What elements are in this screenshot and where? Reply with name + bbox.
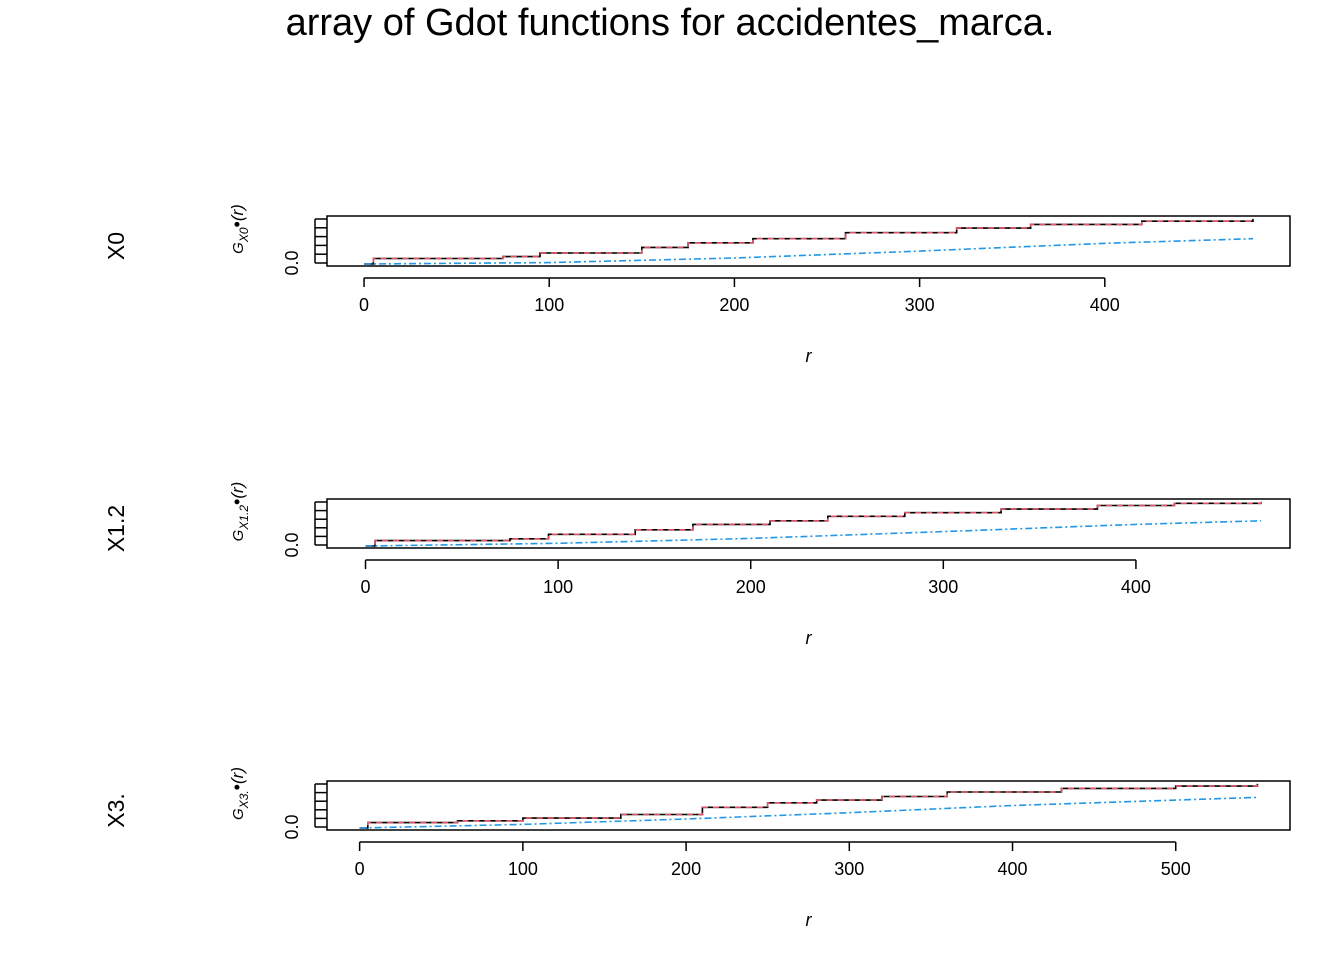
x-tick-label: 100 — [534, 295, 564, 315]
series-blue-line — [365, 520, 1262, 547]
series-green-line — [364, 218, 1254, 265]
series-red-line — [365, 501, 1262, 547]
plot-box — [326, 780, 1291, 831]
series-red-line — [364, 218, 1254, 265]
x-tick-label: 400 — [1090, 295, 1120, 315]
y-axis-title: GX1.2•(r) — [227, 482, 251, 542]
series-red-line — [359, 783, 1259, 829]
x-tick-label: 0 — [361, 577, 371, 597]
x-tick-label: 200 — [719, 295, 749, 315]
y-tick-label: 0.0 — [282, 814, 302, 839]
y-tick-label: 0.0 — [282, 250, 302, 275]
x-axis-title: r — [806, 346, 813, 366]
x-tick-label: 300 — [905, 295, 935, 315]
panel-1: X0 0.0 GX0•(r) 0 100 200 300 400 r — [103, 204, 1291, 366]
series-blue-line — [363, 237, 1254, 265]
chart-title: array of Gdot functions for accidentes_m… — [285, 2, 1055, 44]
x-tick-label: 200 — [736, 577, 766, 597]
y-tick-label: 0.0 — [282, 532, 302, 557]
plot-box — [326, 215, 1291, 267]
y-axis-title: GX0•(r) — [227, 204, 251, 254]
x-tick-label: 300 — [928, 577, 958, 597]
x-tick-label: 100 — [543, 577, 573, 597]
panel-3: X3. 0.0 GX3.•(r) 0 100 200 300 400 500 r — [103, 767, 1291, 930]
x-axis-title: r — [806, 910, 813, 930]
plot-box — [326, 498, 1291, 549]
row-label: X0 — [103, 232, 129, 260]
series-observed-line — [359, 783, 1259, 829]
x-tick-label: 300 — [834, 859, 864, 879]
x-tick-label: 0 — [355, 859, 365, 879]
row-label: X1.2 — [103, 505, 129, 552]
x-tick-label: 0 — [359, 295, 369, 315]
x-tick-label: 500 — [1161, 859, 1191, 879]
panel-2: X1.2 0.0 GX1.2•(r) 0 100 200 300 400 r — [103, 482, 1291, 648]
row-label: X3. — [103, 793, 129, 828]
y-axis-title: GX3.•(r) — [227, 767, 251, 820]
series-blue-line — [359, 796, 1258, 829]
x-axis-title: r — [806, 628, 813, 648]
x-tick-label: 400 — [998, 859, 1028, 879]
x-tick-label: 400 — [1121, 577, 1151, 597]
series-observed-line — [364, 218, 1254, 265]
x-tick-label: 100 — [508, 859, 538, 879]
x-tick-label: 200 — [671, 859, 701, 879]
